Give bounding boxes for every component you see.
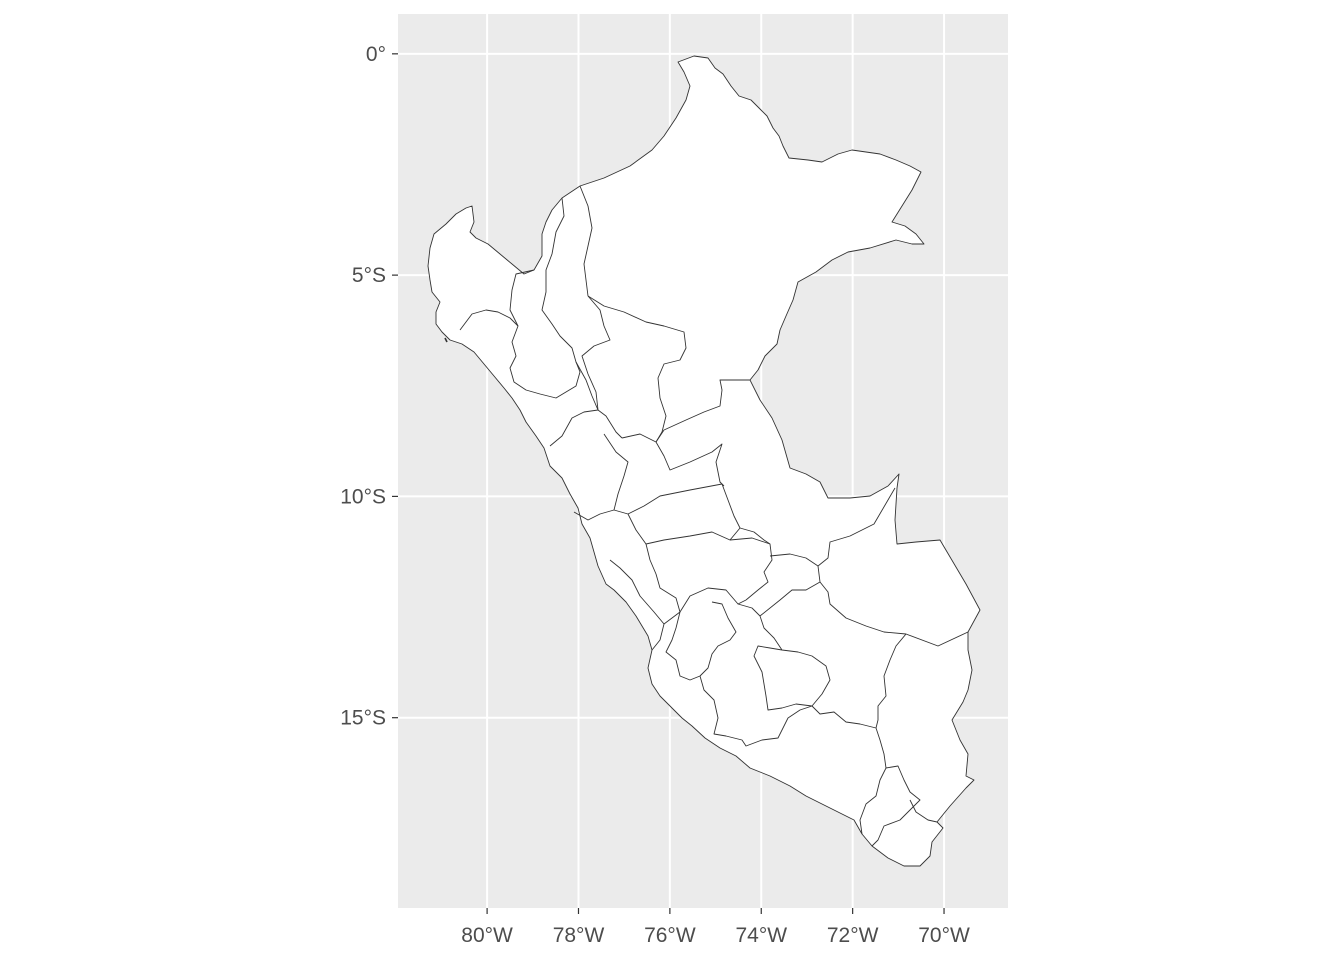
region-border [627,513,771,545]
region-border [909,799,938,823]
region-border [759,581,821,617]
x-tick-label: 70°W [918,924,970,947]
y-tick-label: 0° [366,43,386,66]
region-border [509,269,535,327]
region-border [665,601,737,681]
x-tick-label: 78°W [553,924,605,947]
region-border [679,587,747,613]
region-border [541,197,577,363]
region-border [811,705,887,835]
region-border [699,675,813,747]
region-border [581,295,611,411]
region-border [737,603,831,711]
axes: 80°W 78°W 76°W 74°W 72°W 70°W 0° 5°S 10°S 15°S [340,43,970,947]
region-border [769,487,896,567]
x-tick-label: 72°W [827,924,879,947]
peru-regions [427,55,981,867]
y-tick-label: 5°S [352,264,386,287]
region-border [875,633,907,729]
region-border [651,623,665,651]
region-border [587,295,687,443]
region-border [573,509,615,521]
island [444,337,448,343]
region-border [817,565,969,647]
region-border [645,543,681,613]
region-border [459,309,581,399]
x-tick-label: 76°W [644,924,696,947]
region-border [621,379,750,443]
x-tick-label: 80°W [461,924,513,947]
region-border [655,441,725,487]
region-border [739,527,773,601]
x-tick-label: 74°W [735,924,787,947]
y-tick-label: 10°S [340,485,386,508]
region-border [549,409,599,447]
y-tick-label: 15°S [340,707,386,730]
region-border [579,185,593,297]
region-border [627,483,741,541]
region-border [871,765,921,847]
